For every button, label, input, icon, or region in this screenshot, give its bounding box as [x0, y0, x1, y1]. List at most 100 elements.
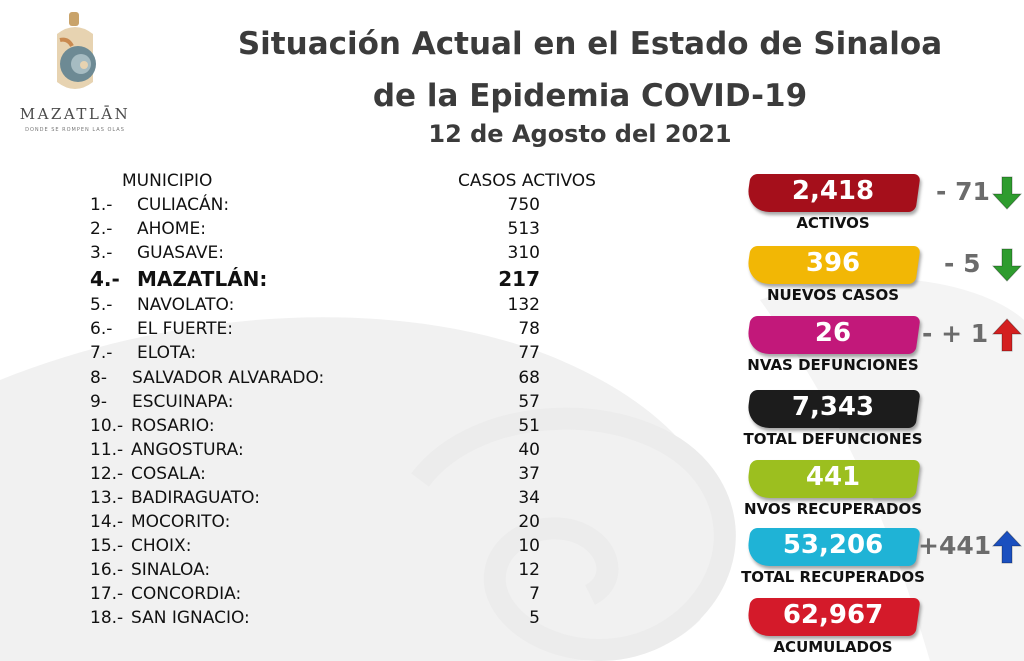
summary-label: ACUMULADOS: [773, 638, 893, 656]
municipality-name: ANGOSTURA:: [131, 440, 244, 460]
table-row: 8- SALVADOR ALVARADO: 68: [90, 368, 560, 392]
table-row: 17.- CONCORDIA: 7: [90, 584, 560, 608]
municipality-name: CHOIX:: [131, 536, 192, 556]
municipality-name: BADIRAGUATO:: [131, 488, 260, 508]
municipality-name: CONCORDIA:: [131, 584, 242, 604]
active-cases-value: 20: [518, 512, 540, 532]
report-date: 12 de Agosto del 2021: [428, 120, 732, 148]
change-value: - + 1: [922, 319, 989, 348]
arrow-up-icon: [992, 318, 1022, 352]
summary-value: 441: [805, 462, 861, 492]
summary-value: 396: [805, 248, 861, 278]
active-cases-value: 34: [518, 488, 540, 508]
municipality-name: MOCORITO:: [131, 512, 231, 532]
logo-tagline: DONDE SE ROMPEN LAS OLAS: [25, 127, 125, 133]
active-cases-value: 217: [498, 267, 540, 291]
logo-wordmark: MAZATLĀN: [19, 105, 131, 123]
row-index: 8-: [90, 368, 107, 388]
row-index: 14.-: [90, 512, 124, 532]
change-value: - 5: [944, 249, 981, 278]
row-index: 12.-: [90, 464, 124, 484]
table-row: 13.- BADIRAGUATO: 34: [90, 488, 560, 512]
summary-value: 26: [814, 318, 852, 348]
arrow-down-icon: [992, 248, 1022, 282]
active-cases-value: 40: [518, 440, 540, 460]
row-index: 9-: [90, 392, 107, 412]
row-index: 10.-: [90, 416, 124, 436]
summary-value: 62,967: [782, 600, 884, 630]
municipality-name: NAVOLATO:: [137, 295, 235, 315]
table-row: 3.- GUASAVE: 310: [90, 243, 560, 267]
mazatlan-emblem-icon: [57, 12, 96, 89]
active-cases-value: 750: [507, 195, 540, 215]
active-cases-value: 5: [529, 608, 540, 628]
table-row: 16.- SINALOA: 12: [90, 560, 560, 584]
summary-label: NUEVOS CASOS: [766, 286, 900, 304]
row-index: 5.-: [90, 295, 113, 315]
active-cases-value: 37: [518, 464, 540, 484]
municipality-name: SINALOA:: [131, 560, 211, 580]
table-row: 4.- MAZATLÁN: 217: [90, 267, 560, 291]
table-row: 5.- NAVOLATO: 132: [90, 295, 560, 319]
municipality-name: EL FUERTE:: [137, 319, 234, 339]
municipality-name: MAZATLÁN:: [137, 267, 268, 291]
active-cases-value: 12: [518, 560, 540, 580]
active-cases-value: 513: [507, 219, 540, 239]
table-row: 10.- ROSARIO: 51: [90, 416, 560, 440]
municipality-name: COSALA:: [131, 464, 206, 484]
row-index: 1.-: [90, 195, 113, 215]
active-cases-value: 132: [507, 295, 540, 315]
municipality-name: SALVADOR ALVARADO:: [132, 368, 325, 388]
row-index: 6.-: [90, 319, 113, 339]
active-cases-value: 57: [518, 392, 540, 412]
row-index: 13.-: [90, 488, 124, 508]
row-index: 18.-: [90, 608, 124, 628]
summary-label: NVAS DEFUNCIONES: [747, 356, 919, 374]
active-cases-value: 68: [518, 368, 540, 388]
active-cases-value: 310: [507, 243, 540, 263]
active-cases-value: 7: [529, 584, 540, 604]
arrow-down-icon: [992, 176, 1022, 210]
table-row: 11.- ANGOSTURA: 40: [90, 440, 560, 464]
summary-label: TOTAL DEFUNCIONES: [743, 430, 923, 448]
row-index: 15.-: [90, 536, 124, 556]
summary-label: NVOS RECUPERADOS: [743, 500, 923, 518]
row-index: 3.-: [90, 243, 113, 263]
active-cases-value: 10: [518, 536, 540, 556]
mazatlan-logo: MAZATLĀN DONDE SE ROMPEN LAS OLAS: [10, 10, 140, 135]
active-cases-value: 51: [518, 416, 540, 436]
municipality-name: AHOME:: [137, 219, 206, 239]
table-row: 15.- CHOIX: 10: [90, 536, 560, 560]
arrow-up-icon: [992, 530, 1022, 564]
row-index: 2.-: [90, 219, 113, 239]
row-index: 11.-: [90, 440, 124, 460]
column-header-municipio: MUNICIPIO: [122, 171, 213, 191]
table-row: 12.- COSALA: 37: [90, 464, 560, 488]
page-title: Situación Actual en el Estado de Sinaloa: [237, 26, 943, 62]
row-index: 17.-: [90, 584, 124, 604]
summary-value: 53,206: [782, 530, 884, 560]
municipality-name: GUASAVE:: [137, 243, 224, 263]
table-row: 1.- CULIACÁN: 750: [90, 195, 560, 219]
municipality-name: SAN IGNACIO:: [131, 608, 250, 628]
page-title-line2: de la Epidemia COVID-19: [372, 78, 808, 114]
municipality-name: ESCUINAPA:: [132, 392, 234, 412]
table-row: 9- ESCUINAPA: 57: [90, 392, 560, 416]
change-value: - 71: [936, 177, 990, 206]
summary-value: 2,418: [791, 176, 875, 206]
summary-value: 7,343: [791, 392, 875, 422]
active-cases-value: 77: [518, 343, 540, 363]
summary-label: TOTAL RECUPERADOS: [741, 568, 925, 586]
table-row: 6.- EL FUERTE: 78: [90, 319, 560, 343]
active-cases-value: 78: [518, 319, 540, 339]
change-value: +441: [918, 531, 992, 560]
summary-label: ACTIVOS: [796, 214, 870, 232]
municipality-name: ELOTA:: [137, 343, 197, 363]
table-row: 7.- ELOTA: 77: [90, 343, 560, 367]
municipality-name: CULIACÁN:: [137, 195, 230, 215]
municipality-name: ROSARIO:: [131, 416, 215, 436]
table-row: 14.- MOCORITO: 20: [90, 512, 560, 536]
row-index: 4.-: [90, 267, 120, 291]
row-index: 7.-: [90, 343, 113, 363]
